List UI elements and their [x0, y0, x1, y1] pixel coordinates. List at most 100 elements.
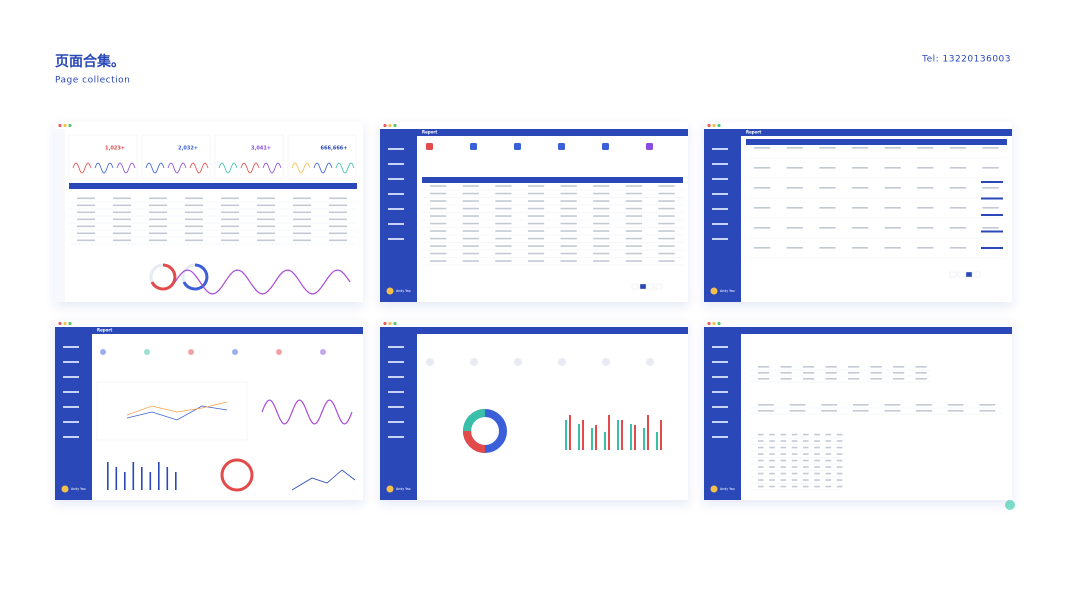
cell-text [780, 472, 787, 475]
cell-text [329, 197, 347, 200]
bar [604, 432, 606, 450]
cell-text [819, 167, 836, 169]
side-nav [704, 334, 741, 500]
nav-item [63, 391, 79, 393]
cell-text [884, 227, 901, 229]
cell-text [825, 446, 832, 449]
cell-text [593, 215, 610, 217]
cell-text [185, 197, 203, 200]
cell-text [851, 167, 869, 169]
bar [591, 428, 593, 450]
cell-text [257, 225, 275, 228]
cell-text [560, 192, 577, 195]
cell-text [495, 192, 512, 195]
cell-text [949, 207, 967, 209]
cell-text [495, 230, 512, 232]
cell-text [803, 485, 809, 488]
cell-text [791, 433, 798, 436]
cell-text [329, 218, 347, 221]
cell-text [495, 252, 512, 255]
bar [643, 428, 645, 450]
cell-text [527, 245, 545, 247]
window-dot [58, 321, 62, 326]
cell-text [780, 440, 787, 442]
cell-text [814, 433, 820, 436]
bar [175, 472, 177, 490]
cell-text [982, 147, 999, 149]
cell-text [758, 453, 764, 455]
nav-item [388, 208, 404, 210]
cell-text [852, 404, 869, 406]
cell-text [527, 207, 545, 210]
cell-text [113, 218, 131, 221]
cell-text [658, 230, 675, 232]
cell-text [754, 167, 771, 169]
cell-text [819, 227, 836, 229]
tab-bar [746, 139, 1007, 145]
cell-text [430, 230, 447, 232]
cell-text [293, 225, 311, 228]
cell-text [814, 446, 820, 449]
nav-item [63, 406, 79, 408]
cell-text [803, 440, 809, 442]
cell-text [825, 485, 832, 488]
cell-text [625, 222, 643, 225]
cell-text [884, 404, 901, 406]
cell-text [625, 245, 643, 247]
stat-icon [232, 349, 238, 355]
cell-text [786, 207, 803, 209]
cell-text [495, 237, 512, 240]
cell-text [658, 252, 675, 255]
stat-value: 2,032+ [178, 146, 198, 152]
cell-text [791, 446, 798, 449]
cell-text [758, 433, 764, 436]
cell-text [658, 185, 675, 187]
progress [981, 214, 1003, 216]
cell-text [257, 232, 275, 235]
cell-text [495, 200, 512, 202]
bar [630, 424, 632, 450]
cell-text [593, 185, 610, 187]
page-subtitle: Page collection [55, 76, 130, 86]
cell-text [916, 410, 932, 412]
cell-text [257, 218, 275, 221]
progress [981, 181, 1003, 183]
cell-text [758, 466, 764, 468]
cell-text [758, 459, 764, 462]
cell-text [884, 147, 901, 149]
cell-text [819, 247, 836, 249]
window-dot [712, 321, 716, 326]
icon [646, 143, 653, 150]
cell-text [430, 200, 447, 202]
cell-text [917, 147, 934, 149]
cell-text [791, 453, 798, 455]
cell-text [870, 378, 882, 380]
cell-text [949, 187, 967, 189]
cell-text [625, 192, 643, 195]
cell-text [462, 245, 479, 247]
cell-text [185, 239, 203, 242]
avatar [61, 485, 69, 493]
cell-text [780, 366, 792, 368]
cell-text [870, 366, 882, 368]
nav-item [63, 436, 79, 438]
cell-text [113, 197, 131, 200]
cell-text [329, 211, 347, 214]
cell-text [462, 215, 479, 217]
stat-icon [320, 349, 326, 355]
cell-text [814, 459, 820, 462]
cell-text [293, 197, 311, 200]
cell-text [789, 404, 806, 406]
window-dot [68, 123, 72, 128]
wave [335, 162, 355, 174]
cell-text [430, 252, 447, 255]
cell-text [625, 185, 643, 187]
icon [558, 143, 565, 150]
cell-text [769, 459, 775, 462]
cell-text [814, 453, 820, 455]
cell-text [884, 187, 901, 189]
avatar [710, 485, 718, 493]
cell-text [949, 247, 967, 249]
cell-text [851, 187, 869, 189]
